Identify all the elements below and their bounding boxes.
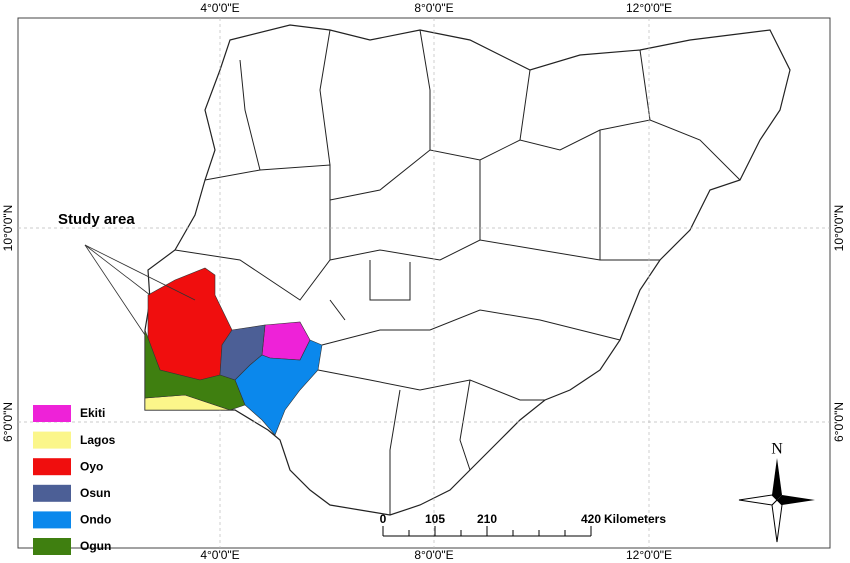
legend-swatch xyxy=(33,484,71,502)
legend-label: Ondo xyxy=(80,513,111,527)
legend: Ekiti Lagos Oyo Osun Ondo Ogun xyxy=(33,405,116,555)
state-5 xyxy=(144,329,246,411)
scale-bar: 0 105 210 420 Kilometers xyxy=(380,512,666,537)
scale-label: 210 xyxy=(477,512,497,526)
lon-label: 4°0'0"E xyxy=(200,548,239,562)
legend-swatch xyxy=(33,538,71,555)
scale-unit: Kilometers xyxy=(604,512,666,526)
lon-label: 8°0'0"E xyxy=(414,548,453,562)
lat-label: 10°0'0"N xyxy=(832,205,846,252)
callout-lines xyxy=(84,244,196,336)
legend-swatch xyxy=(33,511,71,529)
legend-swatch xyxy=(33,405,71,422)
lon-label: 12°0'0"E xyxy=(626,1,672,15)
scale-label: 105 xyxy=(425,512,445,526)
study-area-states xyxy=(144,267,323,436)
lat-label: 10°0'0"N xyxy=(1,205,15,252)
lat-label: 6°0'0"N xyxy=(1,402,15,442)
north-arrow: N xyxy=(738,441,815,543)
legend-swatch xyxy=(33,458,71,476)
north-label: N xyxy=(771,441,783,458)
lon-label: 4°0'0"E xyxy=(200,1,239,15)
callout-line xyxy=(84,244,196,301)
lon-label: 8°0'0"E xyxy=(414,1,453,15)
scale-label: 0 xyxy=(380,512,387,526)
legend-label: Ekiti xyxy=(80,406,105,420)
scale-label: 420 xyxy=(581,512,601,526)
lat-label: 6°0'0"N xyxy=(832,402,846,442)
callout-line xyxy=(84,244,151,296)
legend-label: Oyo xyxy=(80,459,103,473)
legend-swatch xyxy=(33,431,71,449)
lon-label: 12°0'0"E xyxy=(626,548,672,562)
legend-label: Ogun xyxy=(80,539,111,553)
legend-label: Lagos xyxy=(80,433,116,447)
state-boundaries xyxy=(174,29,741,515)
legend-label: Osun xyxy=(80,486,111,500)
callout-line xyxy=(84,244,146,336)
callout-label: Study area xyxy=(58,211,135,228)
